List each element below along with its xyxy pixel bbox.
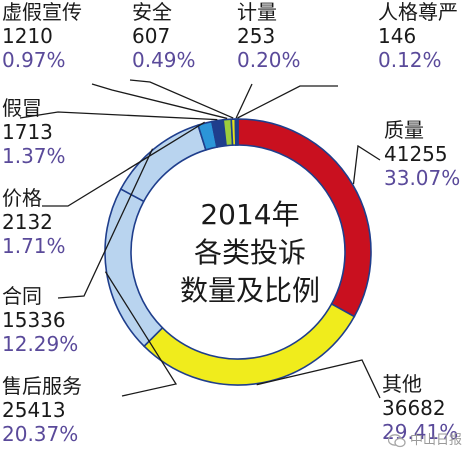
label-jiage: 价格 2132 1.71%	[2, 186, 66, 258]
slice-name: 质量	[384, 118, 424, 142]
label-jiliang: 计量 253 0.20%	[237, 0, 301, 72]
slice-percent: 20.37%	[2, 422, 79, 446]
label-zhiliang: 质量 41255 33.07%	[384, 118, 460, 190]
leader-line	[19, 111, 218, 121]
slice-name: 虚假宣传	[2, 0, 82, 24]
label-xujia-xuanchuan: 虚假宣传 1210 0.97%	[2, 0, 82, 72]
donut-slice	[142, 302, 356, 386]
wechat-icon	[387, 433, 406, 447]
slice-value: 15336	[2, 308, 66, 332]
slice-percent: 12.29%	[2, 332, 79, 356]
slice-name: 合同	[2, 284, 42, 308]
leader-line	[42, 121, 205, 207]
chart-title: 2014年 各类投诉 数量及比例	[150, 196, 350, 310]
label-renge-zunyan: 人格尊严 146 0.12%	[378, 0, 458, 72]
leader-line	[129, 79, 234, 119]
chart-title-line-2: 各类投诉	[193, 236, 306, 269]
chart-title-line-3: 数量及比例	[179, 274, 320, 307]
slice-value: 2132	[2, 210, 53, 234]
label-hetong: 合同 15336 12.29%	[2, 284, 78, 356]
slice-value: 146	[378, 24, 417, 48]
leader-line	[91, 83, 228, 120]
slice-percent: 0.12%	[378, 48, 442, 72]
leader-line	[256, 359, 381, 399]
slice-name: 人格尊严	[378, 0, 458, 24]
slice-percent: 0.97%	[2, 48, 66, 72]
slice-name: 售后服务	[2, 374, 82, 398]
slice-name: 其他	[382, 372, 422, 396]
slice-value: 1210	[2, 24, 53, 48]
slice-name: 假冒	[2, 96, 42, 120]
donut-slice	[236, 118, 239, 146]
slice-percent: 33.07%	[384, 166, 461, 190]
slice-value: 607	[132, 24, 171, 48]
slice-value: 36682	[382, 396, 446, 420]
watermark: 中山日报	[387, 429, 462, 448]
leader-line	[104, 271, 178, 397]
label-qita: 其他 36682 29.41%	[382, 372, 458, 444]
leader-line	[57, 148, 154, 299]
leader-line	[352, 144, 381, 185]
slice-percent: 1.71%	[2, 234, 66, 258]
label-shouhou-fuwu: 售后服务 25413 20.37%	[2, 374, 82, 446]
slice-value: 25413	[2, 398, 66, 422]
slice-name: 安全	[132, 0, 172, 24]
leader-line	[237, 85, 338, 119]
slice-percent: 0.49%	[132, 48, 196, 72]
leader-line	[235, 83, 253, 119]
slice-percent: 29.41%	[382, 420, 459, 444]
slice-value: 253	[237, 24, 276, 48]
slice-percent: 0.20%	[237, 48, 301, 72]
slice-percent: 1.37%	[2, 144, 66, 168]
slice-name: 计量	[237, 0, 277, 24]
slice-name: 价格	[2, 186, 42, 210]
slice-value: 41255	[384, 142, 448, 166]
label-jiamao: 假冒 1713 1.37%	[2, 96, 66, 168]
slice-value: 1713	[2, 120, 53, 144]
chart-title-line-1: 2014年	[200, 198, 300, 231]
label-anquan: 安全 607 0.49%	[132, 0, 196, 72]
watermark-text: 中山日报	[409, 433, 462, 448]
